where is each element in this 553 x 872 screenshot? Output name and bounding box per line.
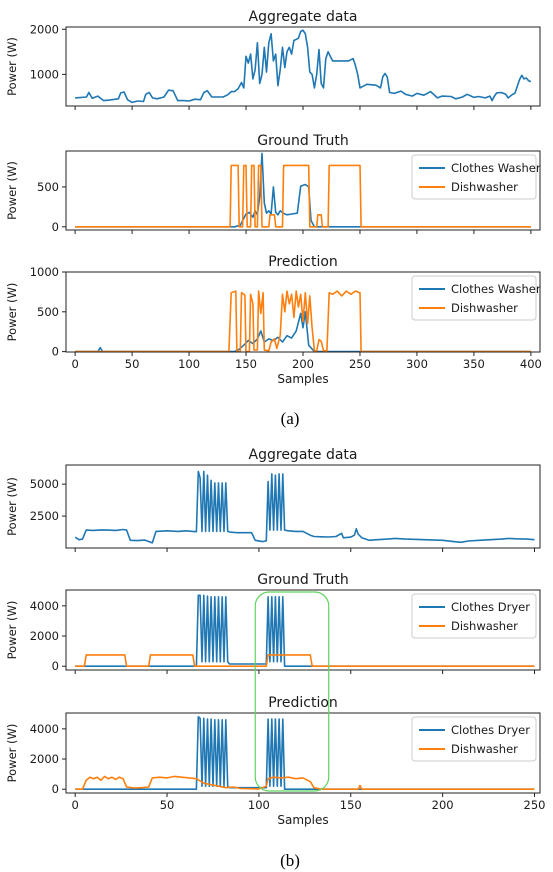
panel-2: Ground Truth Power (W) 0 500 Clothes Washer D… xyxy=(5,133,541,234)
panel-title: Aggregate data xyxy=(249,9,358,25)
axes-frame xyxy=(65,26,541,107)
legend: Clothes Washer Dishwasher xyxy=(411,275,541,321)
x-tick-label: 150 xyxy=(340,798,362,812)
x-tick-label: 200 xyxy=(292,357,314,371)
y-tick-label: 0 xyxy=(52,345,59,359)
y-tick-label: 2000 xyxy=(30,752,59,766)
highlight-box xyxy=(254,591,330,792)
x-tick-label: 0 xyxy=(72,798,79,812)
y-axis-label: Power (W) xyxy=(5,283,19,342)
y-tick-label: 1000 xyxy=(30,67,59,81)
panel-title: Prediction xyxy=(268,695,338,711)
series-line-dishwasher xyxy=(75,654,535,667)
y-tick-label: 5000 xyxy=(30,477,59,491)
x-tick-label: 50 xyxy=(125,357,140,371)
panel-title: Ground Truth xyxy=(257,133,348,149)
y-tick-label: 2500 xyxy=(30,509,59,523)
series-line-dishwasher xyxy=(75,775,535,790)
y-tick-label: 0 xyxy=(52,659,59,673)
y-tick-label: 1000 xyxy=(30,265,59,279)
y-tick-label: 4000 xyxy=(30,599,59,613)
caption-b: (b) xyxy=(280,851,300,870)
series-line-aggregate xyxy=(74,470,535,544)
series-line-dishwasher xyxy=(75,164,531,228)
axes-frame xyxy=(65,712,541,794)
x-tick-label: 150 xyxy=(235,357,257,371)
legend-entry: Dishwasher xyxy=(451,742,518,756)
legend-entry: Dishwasher xyxy=(451,619,518,633)
y-axis-label: Power (W) xyxy=(5,477,19,536)
y-tick-label: 2000 xyxy=(30,22,59,36)
panel-4: Aggregate data Power (W) 2500 5000 xyxy=(5,447,541,552)
y-axis-label: Power (W) xyxy=(5,37,19,96)
panel-1: Aggregate data Power (W) 1000 2000 xyxy=(5,9,541,110)
axes-frame xyxy=(65,589,541,671)
x-tick-label: 250 xyxy=(524,798,546,812)
panel-5: Ground Truth Power (W) 0 2000 4000 Clothes Dr… xyxy=(5,572,541,674)
legend-entry: Dishwasher xyxy=(451,180,518,194)
legend-entry: Clothes Washer xyxy=(451,282,541,296)
legend-entry: Dishwasher xyxy=(451,301,518,315)
series-line-clothes-dryer xyxy=(75,716,535,790)
panel-6: Prediction Power (W) 0 2000 4000 0 50 100 150 200… xyxy=(5,695,545,827)
y-tick-label: 500 xyxy=(37,180,59,194)
x-tick-label: 300 xyxy=(406,357,428,371)
y-axis-label: Power (W) xyxy=(5,161,19,220)
legend: Clothes Washer Dishwasher xyxy=(411,154,541,200)
x-tick-label: 100 xyxy=(248,798,270,812)
panel-3: Prediction Power (W) 0 500 1000 0 50 100 150 200 2… xyxy=(5,254,542,386)
x-tick-label: 400 xyxy=(520,357,542,371)
y-tick-label: 4000 xyxy=(30,722,59,736)
legend-entry: Clothes Dryer xyxy=(451,600,530,614)
legend-entry: Clothes Washer xyxy=(451,161,541,175)
legend: Clothes Dryer Dishwasher xyxy=(411,716,537,762)
x-axis-label: Samples xyxy=(277,813,328,827)
x-tick-label: 350 xyxy=(463,357,485,371)
y-axis-label: Power (W) xyxy=(5,601,19,660)
legend: Clothes Dryer Dishwasher xyxy=(411,593,537,639)
panel-title: Prediction xyxy=(268,254,338,270)
y-axis-label: Power (W) xyxy=(5,724,19,783)
y-tick-label: 0 xyxy=(52,220,59,234)
series-line-clothes-dryer xyxy=(75,594,535,667)
y-tick-label: 0 xyxy=(52,782,59,796)
x-tick-label: 250 xyxy=(349,357,371,371)
y-tick-label: 500 xyxy=(37,305,59,319)
panel-title: Ground Truth xyxy=(257,572,348,588)
series-line-aggregate xyxy=(75,29,532,104)
legend-entry: Clothes Dryer xyxy=(451,723,530,737)
axes-frame xyxy=(65,464,541,549)
x-tick-label: 50 xyxy=(160,798,175,812)
x-tick-label: 0 xyxy=(71,357,78,371)
panel-title: Aggregate data xyxy=(249,447,358,463)
x-tick-label: 100 xyxy=(178,357,200,371)
x-axis-label: Samples xyxy=(277,372,328,386)
y-tick-label: 2000 xyxy=(30,629,59,643)
x-tick-label: 200 xyxy=(432,798,454,812)
caption-a: (a) xyxy=(281,409,300,428)
